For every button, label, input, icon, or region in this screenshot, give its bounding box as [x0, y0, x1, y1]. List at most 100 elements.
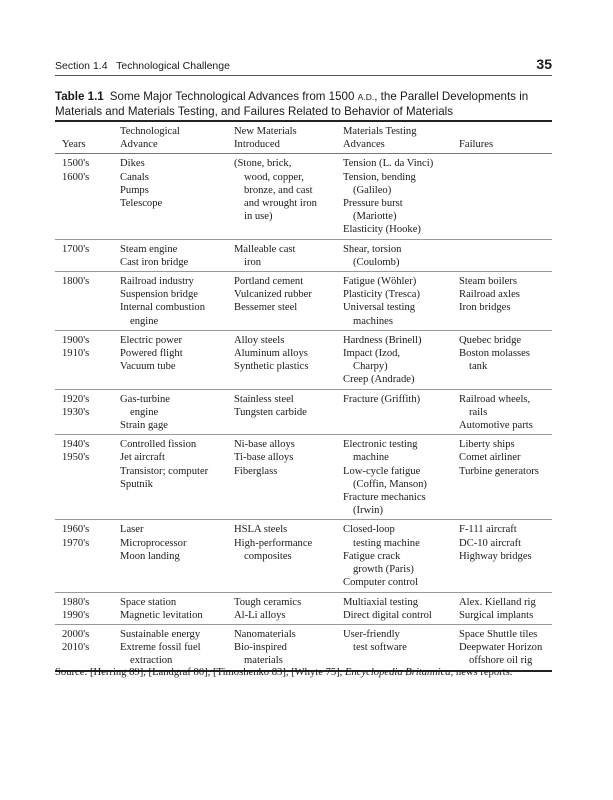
table-cell: Quebec bridge Boston molasses tank — [459, 330, 552, 389]
cell-line: Multiaxial testing — [343, 596, 419, 608]
cell-line: Fracture mechanics — [343, 492, 426, 504]
cell-line: Sustainable energy — [120, 628, 201, 640]
cell-line: Closed-loop — [343, 524, 395, 536]
cell-line: testing machine — [353, 537, 420, 549]
table-cell: 1800's — [55, 272, 120, 331]
table-header-row: Years Technological Advance New Materials In… — [55, 121, 552, 154]
cell-line: Highway bridges — [459, 550, 532, 562]
cell-line: Al-Li alloys — [234, 609, 286, 621]
cell-line: Creep (Andrade) — [343, 374, 415, 386]
cell-line: (Galileo) — [353, 184, 392, 196]
cell-line: Fatigue crack — [343, 550, 401, 562]
column-header: Technological Advance — [120, 121, 234, 154]
cell-line: Sputnik — [120, 478, 153, 490]
table-cell: Space Shuttle tiles Deepwater Horizon offs… — [459, 624, 552, 670]
cell-line: Strain gage — [120, 420, 168, 432]
running-header: Section 1.4 Technological Challenge 35 — [55, 56, 552, 76]
cell-line: test software — [353, 642, 407, 654]
cell-line: 1960's — [62, 524, 90, 536]
cell-line: Transistor; computer — [120, 465, 209, 477]
cell-line: Vulcanized rubber — [234, 289, 312, 301]
table-cell — [459, 239, 552, 271]
cell-line: Bessemer steel — [234, 302, 298, 314]
cell-line: Iron bridges — [459, 302, 511, 314]
cell-line: Bio-inspired — [234, 642, 287, 654]
cell-line: Elasticity (Hooke) — [343, 224, 421, 236]
cell-line: composites — [244, 550, 292, 562]
cell-line: iron — [244, 256, 262, 268]
column-header: Years — [55, 121, 120, 154]
cell-line: 1970's — [62, 537, 90, 549]
table-cell: Gas-turbine engine Strain gage — [120, 389, 234, 435]
table-cell: Closed-loop testing machine Fatigue crack g… — [343, 520, 459, 592]
table-row: 2000's 2010's Sustainable energy Extreme fo… — [55, 624, 552, 670]
cell-line: machines — [353, 315, 394, 327]
cell-line: Turbine generators — [459, 465, 539, 477]
cell-line: Comet airliner — [459, 452, 521, 464]
cell-line: Computer control — [343, 577, 419, 589]
cell-line: 2010's — [62, 642, 90, 654]
cell-line: Pumps — [120, 184, 149, 196]
cell-line: Tension, bending — [343, 171, 416, 183]
cell-line: Universal testing — [343, 302, 416, 314]
table-cell: Shear, torsion (Coulomb) — [343, 239, 459, 271]
cell-line: Nanomaterials — [234, 628, 296, 640]
cell-line: Pressure burst — [343, 198, 403, 210]
cell-line: Alloy steels — [234, 334, 285, 346]
table-cell: Controlled fission Jet aircraft Transistor… — [120, 435, 234, 520]
table-cell: (Stone, brick, wood, copper, bronze, and c… — [234, 154, 343, 239]
cell-line: DC-10 aircraft — [459, 537, 522, 549]
cell-line: Automotive parts — [459, 420, 533, 432]
header-line: Years — [62, 139, 86, 151]
table-cell: User-friendly test software — [343, 624, 459, 670]
cell-line: Fracture (Griffith) — [343, 393, 421, 405]
cell-line: engine — [130, 406, 159, 418]
cell-line: 1800's — [62, 276, 90, 288]
source-note: Source: [Herring 89], [Landgraf 80], [Ti… — [55, 667, 512, 678]
table-cell: 2000's 2010's — [55, 624, 120, 670]
cell-line: tank — [469, 361, 488, 373]
cell-line: Surgical implants — [459, 609, 534, 621]
column-header: New Materials Introduced — [234, 121, 343, 154]
cell-line: Fatigue (Wöhler) — [343, 276, 417, 288]
table-row: 1920's 1930's Gas-turbine engine Strain gage… — [55, 389, 552, 435]
table-cell: Space station Magnetic levitation — [120, 592, 234, 624]
cell-line: Steam boilers — [459, 276, 517, 288]
cell-line: Steam engine — [120, 243, 178, 255]
table-row: 1800's Railroad industry Suspension bridge… — [55, 272, 552, 331]
cell-line: Suspension bridge — [120, 289, 198, 301]
header-line: Advances — [343, 139, 385, 151]
cell-line: Vacuum tube — [120, 361, 176, 373]
cell-line: Tension (L. da Vinci) — [343, 158, 434, 170]
cell-line: Plasticity (Tresca) — [343, 289, 420, 301]
cell-line: offshore oil rig — [469, 655, 533, 667]
cell-line: (Coffin, Manson) — [353, 478, 427, 490]
cell-line: Jet aircraft — [120, 452, 165, 464]
cell-line: Dikes — [120, 158, 145, 170]
cell-line: Shear, torsion — [343, 243, 402, 255]
cell-line: Charpy) — [353, 361, 388, 373]
cell-line: High-performance — [234, 537, 313, 549]
cell-line: Telescope — [120, 198, 163, 210]
table-cell: 1500's 1600's — [55, 154, 120, 239]
cell-line: Fiberglass — [234, 465, 278, 477]
cell-line: (Stone, brick, — [234, 158, 292, 170]
table-cell: HSLA steels High-performance composites — [234, 520, 343, 592]
cell-line: Electronic testing — [343, 439, 418, 451]
table-cell: Dikes Canals Pumps Telescope — [120, 154, 234, 239]
cell-line: wood, copper, — [244, 171, 304, 183]
table-cell: Steam boilers Railroad axles Iron bridges — [459, 272, 552, 331]
table-cell: Alloy steels Aluminum alloys Synthetic pla… — [234, 330, 343, 389]
cell-line: (Irwin) — [353, 505, 384, 517]
table-cell: Nanomaterials Bio-inspired materials — [234, 624, 343, 670]
header-line: Introduced — [234, 139, 280, 151]
caption-text-rest: , the Parallel Developments in Materials… — [55, 90, 529, 118]
table-cell: Multiaxial testing Direct digital control — [343, 592, 459, 624]
table-cell: Ni-base alloys Ti-base alloys Fiberglass — [234, 435, 343, 520]
cell-line: Quebec bridge — [459, 334, 522, 346]
section-title: Section 1.4 Technological Challenge — [55, 60, 230, 72]
cell-line: Alex. Kielland rig — [459, 596, 536, 608]
table-cell: 1940's 1950's — [55, 435, 120, 520]
table-cell: Liberty ships Comet airliner Turbine gener… — [459, 435, 552, 520]
cell-line: HSLA steels — [234, 524, 288, 536]
